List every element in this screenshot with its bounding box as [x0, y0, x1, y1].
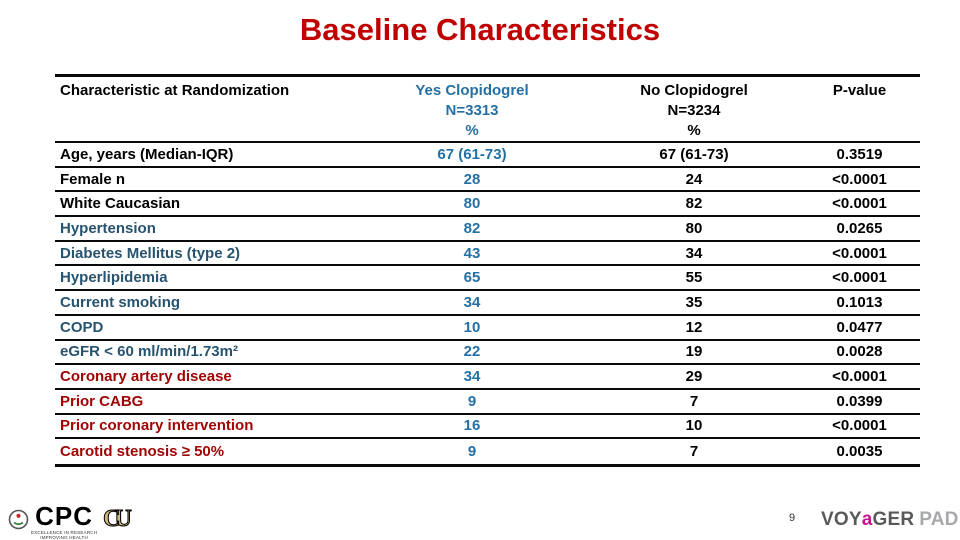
- header-no-clopidogrel: No Clopidogrel N=3234 %: [589, 81, 799, 141]
- table-body: Age, years (Median-IQR) 67 (61-73) 67 (6…: [55, 143, 920, 464]
- row-label: Hyperlipidemia: [60, 269, 168, 287]
- header-characteristic: Characteristic at Randomization: [60, 82, 290, 99]
- row-label: Diabetes Mellitus (type 2): [60, 244, 241, 262]
- no-clopidogrel-value: 82: [685, 195, 703, 213]
- p-value: <0.0001: [832, 368, 887, 386]
- row-label: COPD: [60, 318, 104, 336]
- cpc-tagline-line2: IMPROVING HEALTH: [40, 535, 88, 540]
- yes-clopidogrel-value: 34: [463, 368, 481, 386]
- yes-clopidogrel-value: 28: [463, 170, 481, 188]
- table-header-row: Characteristic at Randomization Yes Clop…: [55, 77, 920, 143]
- no-clopidogrel-value: 19: [685, 343, 703, 361]
- yes-clopidogrel-value: 65: [463, 269, 481, 287]
- p-value: 0.3519: [836, 145, 883, 163]
- table-row: COPD 10 12 0.0477: [55, 316, 920, 341]
- table-row: Female n 28 24 <0.0001: [55, 168, 920, 193]
- row-label: White Caucasian: [60, 195, 181, 213]
- no-clopidogrel-value: 7: [689, 443, 699, 461]
- header-no-line1: No Clopidogrel: [640, 82, 748, 99]
- yes-clopidogrel-value: 43: [463, 244, 481, 262]
- no-clopidogrel-value: 7: [689, 392, 699, 410]
- table-row: Carotid stenosis ≥ 50% 9 7 0.0035: [55, 439, 920, 464]
- row-label: Age, years (Median-IQR): [60, 145, 234, 163]
- no-clopidogrel-value: 55: [685, 269, 703, 287]
- no-clopidogrel-value: 24: [685, 170, 703, 188]
- table-row: eGFR < 60 ml/min/1.73m² 22 19 0.0028: [55, 341, 920, 366]
- p-value: 0.0477: [836, 318, 883, 336]
- header-yes-percent: %: [465, 122, 479, 139]
- yes-clopidogrel-value: 67 (61-73): [437, 145, 507, 163]
- table-row: Prior coronary intervention 16 10 <0.000…: [55, 415, 920, 440]
- no-clopidogrel-value: 29: [685, 368, 703, 386]
- no-clopidogrel-value: 12: [685, 318, 703, 336]
- header-yes-n: N=3313: [445, 102, 499, 119]
- yes-clopidogrel-value: 16: [463, 417, 481, 435]
- table-row: Prior CABG 9 7 0.0399: [55, 390, 920, 415]
- yes-clopidogrel-value: 9: [467, 443, 477, 461]
- p-value: 0.1013: [836, 293, 883, 311]
- header-p-value: P-value: [832, 82, 887, 99]
- voyager-logo-pad: PAD: [919, 509, 959, 530]
- row-label: Carotid stenosis ≥ 50%: [60, 443, 225, 461]
- voyager-logo-a: a: [861, 509, 873, 530]
- header-no-percent: %: [687, 122, 701, 139]
- voyager-pad-logo: VOY a GER PAD: [821, 508, 960, 532]
- yes-clopidogrel-value: 80: [463, 195, 481, 213]
- p-value: <0.0001: [832, 170, 887, 188]
- no-clopidogrel-value: 10: [685, 417, 703, 435]
- p-value: <0.0001: [832, 195, 887, 213]
- table-row: Hypertension 82 80 0.0265: [55, 217, 920, 242]
- page-title: Baseline Characteristics: [299, 12, 661, 47]
- table-row: White Caucasian 80 82 <0.0001: [55, 192, 920, 218]
- p-value: <0.0001: [832, 244, 887, 262]
- yes-clopidogrel-value: 34: [463, 293, 481, 311]
- cpc-tagline-line1: EXCELLENCE IN RESEARCH: [31, 530, 98, 535]
- no-clopidogrel-value: 67 (61-73): [659, 145, 729, 163]
- row-label: Female n: [60, 170, 126, 188]
- voyager-logo-ger: GER: [872, 509, 915, 530]
- cpc-logo: CPC EXCELLENCE IN RESEARCH IMPROVING HEA…: [8, 501, 133, 540]
- header-yes-line1: Yes Clopidogrel: [415, 82, 529, 99]
- yes-clopidogrel-value: 82: [463, 219, 481, 237]
- p-value: 0.0035: [836, 443, 883, 461]
- cu-monogram-icon: CU: [103, 506, 133, 533]
- no-clopidogrel-value: 35: [685, 293, 703, 311]
- row-label: Prior coronary intervention: [60, 417, 254, 435]
- p-value: <0.0001: [832, 269, 887, 287]
- header-no-n: N=3234: [667, 102, 721, 119]
- row-label: Coronary artery disease: [60, 368, 232, 386]
- baseline-characteristics-table: Characteristic at Randomization Yes Clop…: [55, 74, 920, 467]
- row-label: Current smoking: [60, 293, 181, 311]
- table-row: Hyperlipidemia 65 55 <0.0001: [55, 266, 920, 292]
- cpc-text: CPC: [35, 501, 94, 531]
- table-row: Current smoking 34 35 0.1013: [55, 291, 920, 316]
- p-value: 0.0265: [836, 219, 883, 237]
- p-value: 0.0399: [836, 392, 883, 410]
- yes-clopidogrel-value: 22: [463, 343, 481, 361]
- header-yes-clopidogrel: Yes Clopidogrel N=3313 %: [355, 81, 589, 141]
- p-value: 0.0028: [836, 343, 883, 361]
- no-clopidogrel-value: 80: [685, 219, 703, 237]
- yes-clopidogrel-value: 9: [467, 392, 477, 410]
- no-clopidogrel-value: 34: [685, 244, 703, 262]
- table-row: Coronary artery disease 34 29 <0.0001: [55, 365, 920, 390]
- cpc-ring-icon: [8, 509, 29, 535]
- row-label: eGFR < 60 ml/min/1.73m²: [60, 343, 238, 361]
- p-value: <0.0001: [832, 417, 887, 435]
- table-row: Diabetes Mellitus (type 2) 43 34 <0.0001: [55, 242, 920, 267]
- row-label: Prior CABG: [60, 392, 144, 410]
- row-label: Hypertension: [60, 219, 156, 237]
- page-number: 9: [789, 512, 796, 524]
- table-row: Age, years (Median-IQR) 67 (61-73) 67 (6…: [55, 143, 920, 168]
- yes-clopidogrel-value: 10: [463, 318, 481, 336]
- cpc-wordmark: CPC EXCELLENCE IN RESEARCH IMPROVING HEA…: [31, 501, 98, 540]
- voyager-logo-voy: VOY: [821, 509, 862, 530]
